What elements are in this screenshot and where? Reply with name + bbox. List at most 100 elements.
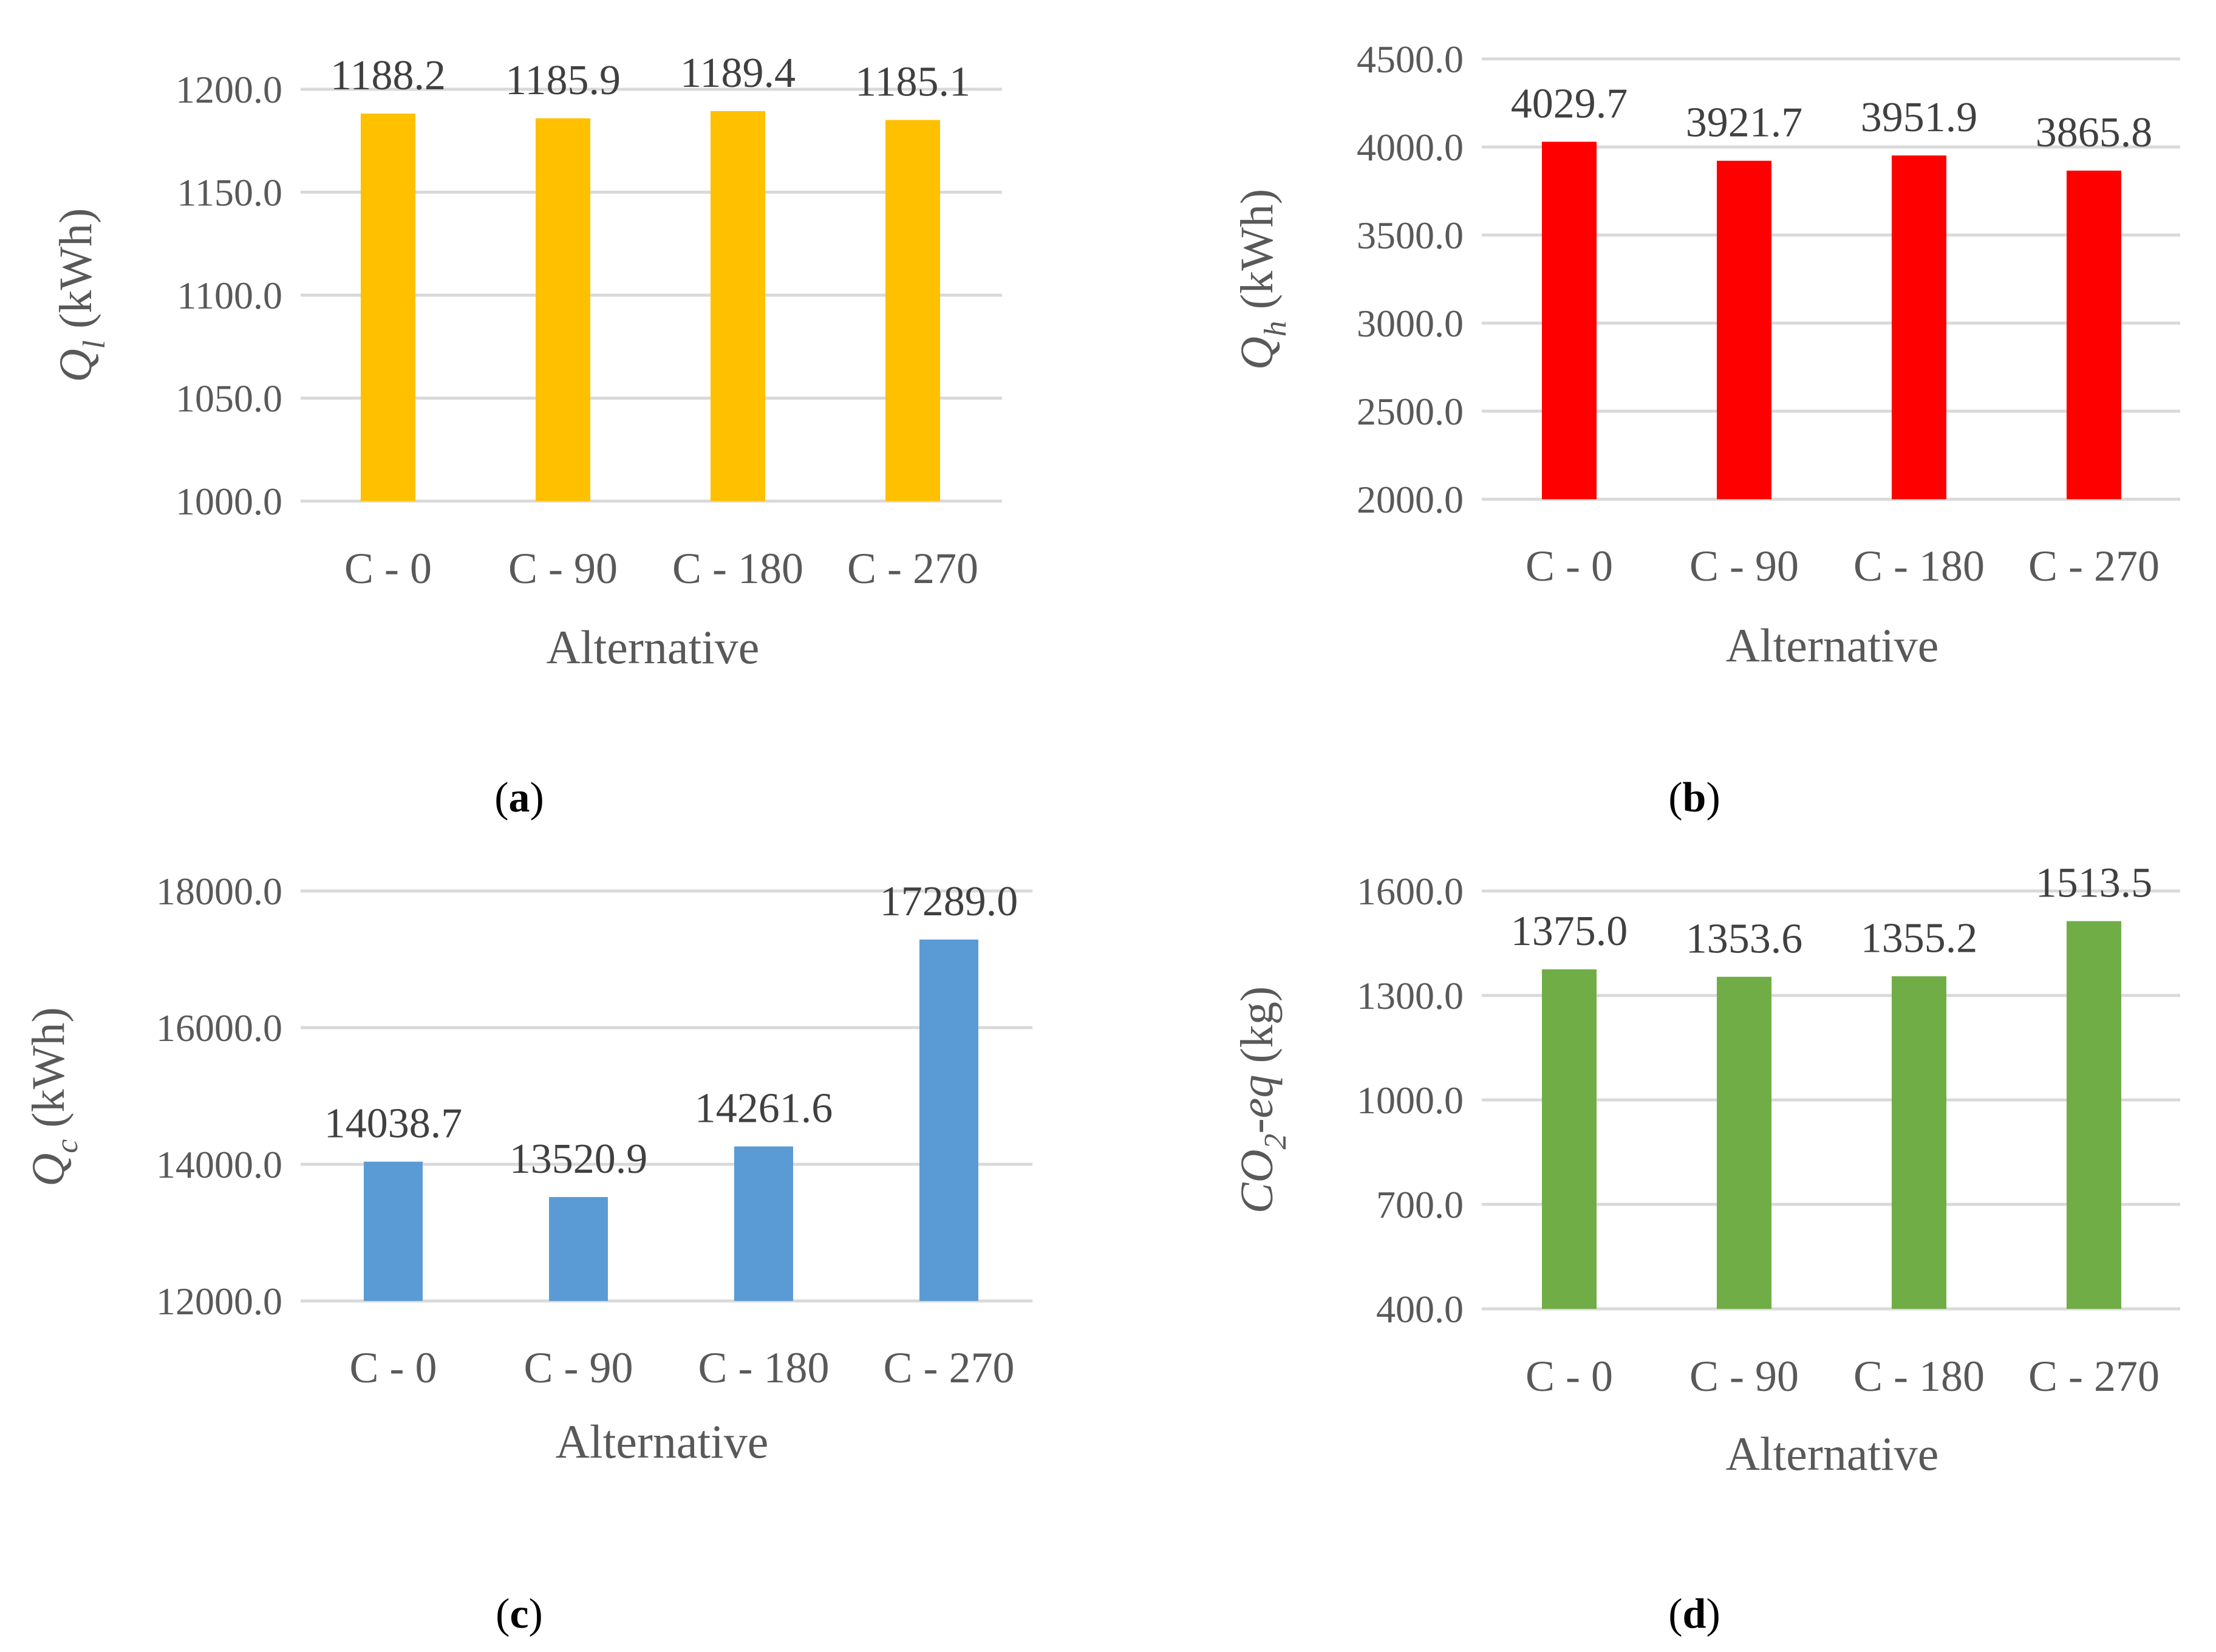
x-axis-title: Alternative bbox=[556, 1415, 769, 1468]
y-axis-unit: (kWh) bbox=[50, 208, 101, 340]
data-label: 1513.5 bbox=[2036, 860, 2153, 907]
data-label: 17289.0 bbox=[880, 878, 1018, 925]
x-tick-label: C - 180 bbox=[698, 1343, 830, 1392]
y-tick-label: 12000.0 bbox=[156, 1280, 282, 1323]
x-tick-label: C - 0 bbox=[350, 1343, 437, 1392]
panel-paren-close: ) bbox=[1706, 1591, 1720, 1637]
y-tick-label: 18000.0 bbox=[156, 870, 282, 913]
bar bbox=[919, 939, 978, 1301]
data-label: 3865.8 bbox=[2036, 109, 2153, 156]
bar bbox=[734, 1146, 793, 1301]
y-tick-label: 1000.0 bbox=[1357, 1079, 1464, 1122]
y-axis-symbol: CO bbox=[1232, 1150, 1283, 1214]
x-tick-label: C - 0 bbox=[1526, 542, 1613, 590]
panel-paren-open: ( bbox=[1668, 1591, 1682, 1637]
y-tick-label: 1050.0 bbox=[176, 377, 282, 420]
data-label: 4029.7 bbox=[1511, 80, 1628, 127]
y-axis-symbol: Q bbox=[23, 1153, 74, 1187]
x-tick-label: C - 270 bbox=[847, 544, 978, 593]
bar bbox=[1892, 976, 1946, 1309]
y-axis-unit: (kg) bbox=[1232, 986, 1283, 1075]
y-axis-symbol: Q bbox=[1232, 336, 1283, 370]
bar bbox=[361, 114, 415, 501]
data-label: 1188.2 bbox=[330, 52, 446, 99]
bar bbox=[2067, 921, 2121, 1309]
y-axis-unit: (kWh) bbox=[23, 1007, 74, 1139]
x-axis-title: Alternative bbox=[547, 621, 760, 674]
data-label: 1375.0 bbox=[1511, 908, 1628, 955]
y-tick-label: 4500.0 bbox=[1357, 38, 1464, 81]
y-axis-suffix: -eq bbox=[1232, 1075, 1283, 1134]
y-axis-subscript: c bbox=[50, 1139, 84, 1153]
chart-panel-d: 400.0 700.0 1000.0 1300.0 1600.0 1375.0 C - 0 1… bbox=[1232, 860, 2180, 1637]
y-tick-label: 1100.0 bbox=[177, 274, 282, 317]
y-tick-label: 700.0 bbox=[1376, 1183, 1464, 1226]
y-axis-subscript: l bbox=[77, 340, 112, 349]
panel-paren-open: ( bbox=[496, 1591, 510, 1637]
y-tick-label: 400.0 bbox=[1376, 1288, 1464, 1331]
y-axis-subscript: 2 bbox=[1258, 1134, 1293, 1150]
data-label: 1185.1 bbox=[855, 59, 970, 106]
x-tick-label: C - 180 bbox=[672, 544, 803, 593]
data-label: 1189.4 bbox=[680, 50, 796, 97]
data-label: 14038.7 bbox=[324, 1101, 463, 1147]
bar bbox=[885, 120, 940, 502]
x-tick-label: C - 90 bbox=[524, 1343, 633, 1392]
y-axis-unit: (kWh) bbox=[1232, 189, 1283, 321]
panel-letter: d bbox=[1683, 1591, 1706, 1637]
x-tick-label: C - 90 bbox=[508, 544, 618, 593]
y-tick-label: 4000.0 bbox=[1357, 126, 1464, 169]
panel-paren-open: ( bbox=[494, 774, 508, 821]
bar bbox=[711, 111, 765, 501]
bar bbox=[364, 1161, 423, 1301]
x-tick-label: C - 180 bbox=[1853, 1352, 1985, 1401]
y-tick-label: 2000.0 bbox=[1357, 478, 1464, 521]
chart-panel-a: 1000.0 1050.0 1100.0 1150.0 1200.0 1188.2 C - … bbox=[50, 50, 1002, 821]
bar bbox=[1717, 977, 1771, 1309]
panel-label: (a) bbox=[494, 774, 544, 821]
y-tick-label: 14000.0 bbox=[156, 1143, 282, 1186]
data-label: 3951.9 bbox=[1861, 94, 1978, 141]
y-axis-title: Qc (kWh) bbox=[23, 1007, 84, 1186]
y-tick-label: 1150.0 bbox=[177, 171, 282, 214]
data-label: 1185.9 bbox=[505, 57, 621, 104]
x-tick-label: C - 180 bbox=[1853, 542, 1985, 590]
panel-letter: a bbox=[509, 774, 530, 821]
x-tick-label: C - 90 bbox=[1689, 542, 1799, 590]
data-label: 13520.9 bbox=[510, 1136, 648, 1183]
bar bbox=[1542, 142, 1597, 500]
y-tick-label: 3000.0 bbox=[1357, 302, 1464, 345]
x-tick-label: C - 270 bbox=[884, 1343, 1015, 1392]
x-tick-label: C - 0 bbox=[1526, 1352, 1613, 1401]
x-tick-label: C - 270 bbox=[2028, 1352, 2160, 1401]
data-label: 1355.2 bbox=[1861, 915, 1978, 961]
y-tick-label: 16000.0 bbox=[156, 1006, 282, 1050]
x-tick-label: C - 90 bbox=[1689, 1352, 1799, 1401]
panel-label: (d) bbox=[1668, 1591, 1720, 1637]
x-axis-title: Alternative bbox=[1726, 619, 1939, 672]
y-axis-title: CO2-eq (kg) bbox=[1232, 986, 1293, 1213]
y-tick-label: 1200.0 bbox=[176, 68, 282, 111]
bar bbox=[1542, 969, 1597, 1309]
panel-paren-close: ) bbox=[530, 774, 544, 821]
y-axis-title: Qh (kWh) bbox=[1232, 189, 1293, 370]
panel-label: (b) bbox=[1668, 774, 1720, 821]
panel-letter: c bbox=[510, 1591, 528, 1637]
panel-paren-close: ) bbox=[529, 1591, 543, 1637]
y-tick-label: 3500.0 bbox=[1357, 214, 1464, 257]
data-label: 3921.7 bbox=[1686, 100, 1803, 146]
data-label: 1353.6 bbox=[1686, 915, 1803, 962]
panel-letter: b bbox=[1683, 774, 1706, 821]
y-tick-label: 1600.0 bbox=[1357, 870, 1464, 913]
panel-label: (c) bbox=[496, 1591, 543, 1637]
bar bbox=[536, 118, 590, 501]
bar bbox=[1717, 160, 1771, 499]
chart-panel-b: 2000.0 2500.0 3000.0 3500.0 4000.0 4500.0 4029… bbox=[1232, 38, 2180, 821]
chart-panel-c: 12000.0 14000.0 16000.0 18000.0 14038.7 C - 0… bbox=[23, 870, 1032, 1637]
bar bbox=[549, 1196, 608, 1301]
x-axis-title: Alternative bbox=[1726, 1427, 1939, 1480]
y-tick-label: 1000.0 bbox=[176, 480, 282, 523]
bar bbox=[2067, 170, 2121, 500]
x-tick-label: C - 0 bbox=[344, 544, 432, 593]
